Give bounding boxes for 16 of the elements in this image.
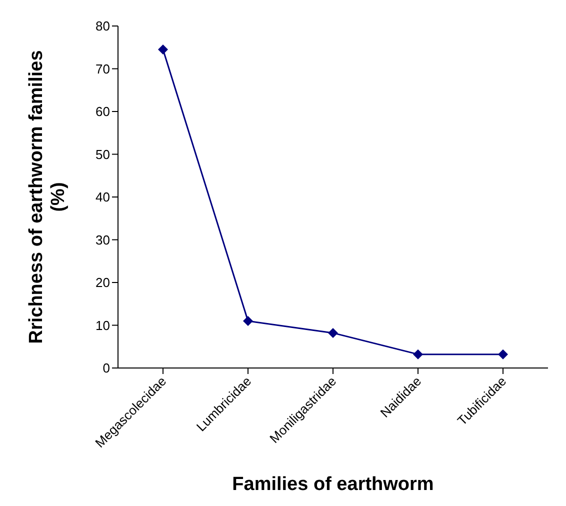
- y-tick-label: 60: [96, 104, 110, 120]
- y-tick-label: 10: [96, 318, 110, 333]
- y-tick-label: 20: [96, 275, 110, 290]
- y-tick-label: 70: [96, 61, 110, 76]
- y-tick-label: 0: [102, 360, 110, 376]
- point: [498, 349, 508, 360]
- point: [413, 349, 423, 360]
- point: [158, 44, 168, 55]
- y-axis-title: Rrichness of earthworm families (%): [26, 50, 69, 344]
- x-axis-title: Families of earthworm: [232, 474, 434, 495]
- point: [328, 328, 338, 338]
- point: [243, 316, 253, 326]
- y-tick-label: 30: [96, 232, 110, 248]
- y-tick-label: 50: [96, 146, 110, 162]
- y-tick-label: 40: [96, 190, 110, 205]
- y-tick-label: 80: [96, 18, 110, 34]
